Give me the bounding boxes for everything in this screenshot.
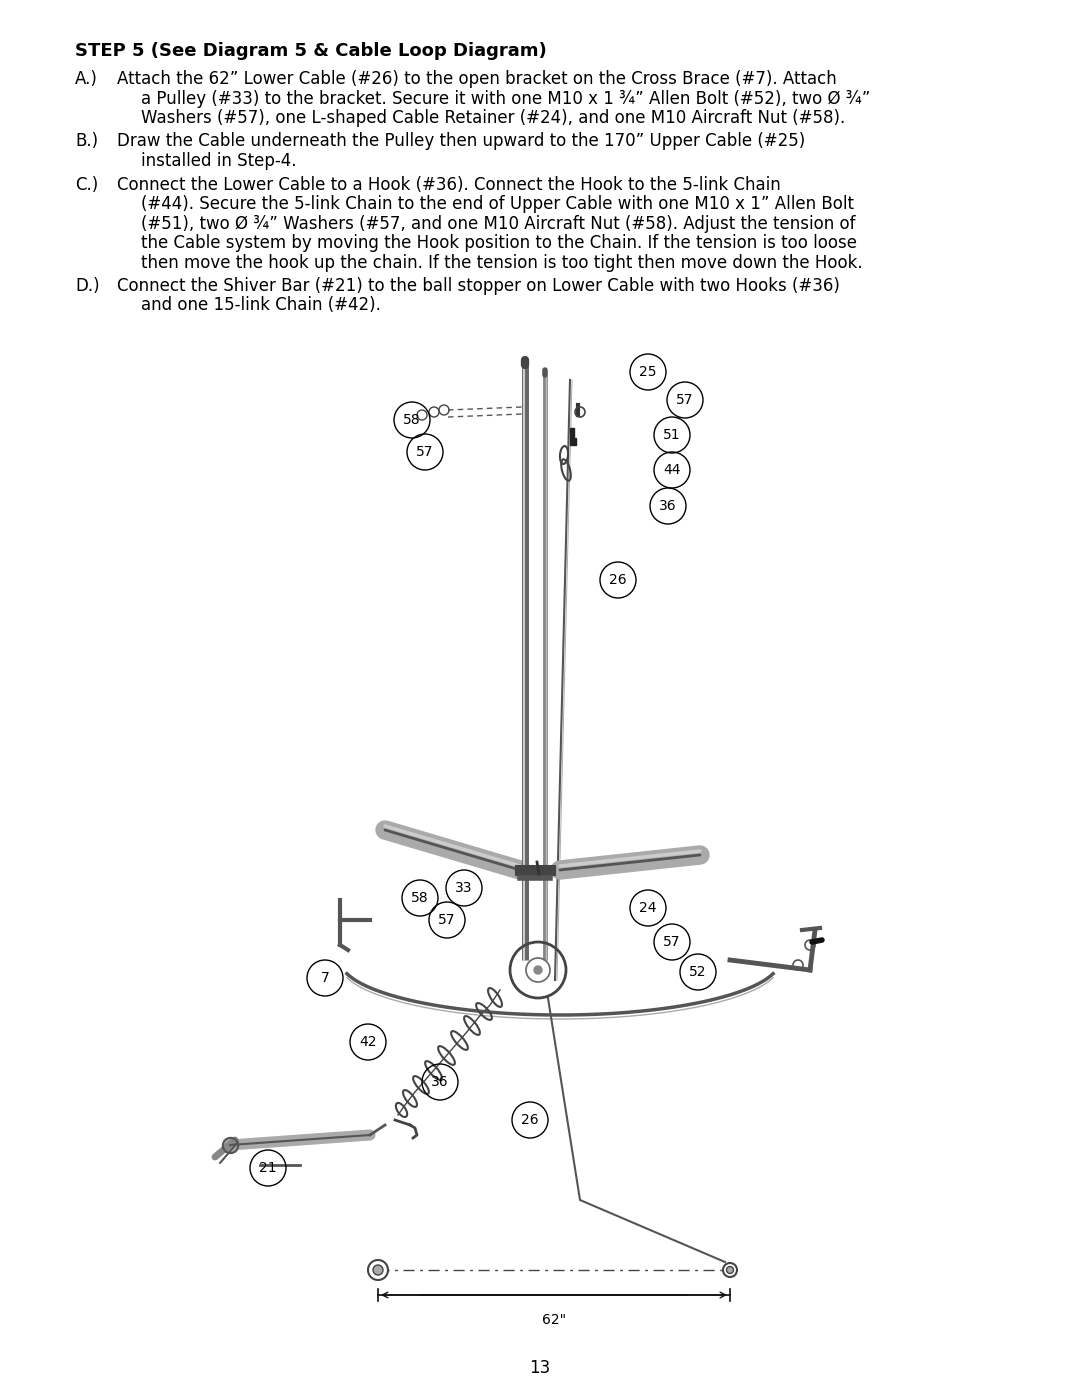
Text: 26: 26 — [609, 573, 626, 587]
Text: Attach the 62” Lower Cable (#26) to the open bracket on the Cross Brace (#7). At: Attach the 62” Lower Cable (#26) to the … — [117, 70, 837, 88]
Circle shape — [723, 1263, 737, 1277]
Text: 36: 36 — [431, 1076, 449, 1090]
Text: A.): A.) — [75, 70, 98, 88]
Circle shape — [534, 965, 542, 974]
Text: 57: 57 — [663, 935, 680, 949]
Text: B.): B.) — [75, 133, 98, 151]
Text: 44: 44 — [663, 462, 680, 476]
Text: the Cable system by moving the Hook position to the Chain. If the tension is too: the Cable system by moving the Hook posi… — [141, 235, 858, 251]
Text: STEP 5 (See Diagram 5 & Cable Loop Diagram): STEP 5 (See Diagram 5 & Cable Loop Diagr… — [75, 42, 546, 60]
Text: 58: 58 — [411, 891, 429, 905]
Text: 52: 52 — [689, 965, 706, 979]
Text: 33: 33 — [456, 882, 473, 895]
Circle shape — [373, 1266, 383, 1275]
Circle shape — [368, 1260, 388, 1280]
Text: Connect the Lower Cable to a Hook (#36). Connect the Hook to the 5-link Chain: Connect the Lower Cable to a Hook (#36).… — [117, 176, 781, 194]
Text: D.): D.) — [75, 277, 99, 295]
Text: 7: 7 — [321, 971, 329, 985]
Text: Draw the Cable underneath the Pulley then upward to the 170” Upper Cable (#25): Draw the Cable underneath the Pulley the… — [117, 133, 806, 151]
Text: installed in Step-4.: installed in Step-4. — [141, 152, 297, 170]
Text: 58: 58 — [403, 414, 421, 427]
Text: 51: 51 — [663, 427, 680, 441]
Text: 25: 25 — [639, 365, 657, 379]
Text: 21: 21 — [259, 1161, 276, 1175]
Circle shape — [727, 1267, 733, 1274]
Text: Washers (#57), one L-shaped Cable Retainer (#24), and one M10 Aircraft Nut (#58): Washers (#57), one L-shaped Cable Retain… — [141, 109, 846, 127]
Text: 57: 57 — [676, 393, 693, 407]
Text: 24: 24 — [639, 901, 657, 915]
Text: 57: 57 — [416, 446, 434, 460]
Text: 13: 13 — [529, 1359, 551, 1377]
Polygon shape — [570, 427, 576, 446]
Text: a Pulley (#33) to the bracket. Secure it with one M10 x 1 ¾” Allen Bolt (#52), t: a Pulley (#33) to the bracket. Secure it… — [141, 89, 870, 108]
Text: (#51), two Ø ¾” Washers (#57, and one M10 Aircraft Nut (#58). Adjust the tension: (#51), two Ø ¾” Washers (#57, and one M1… — [141, 215, 855, 232]
Text: (#44). Secure the 5-link Chain to the end of Upper Cable with one M10 x 1” Allen: (#44). Secure the 5-link Chain to the en… — [141, 196, 854, 212]
Text: 36: 36 — [659, 499, 677, 513]
Text: 62": 62" — [542, 1313, 566, 1327]
Text: 57: 57 — [438, 914, 456, 928]
Text: 26: 26 — [522, 1113, 539, 1127]
Text: and one 15-link Chain (#42).: and one 15-link Chain (#42). — [141, 296, 381, 314]
Text: then move the hook up the chain. If the tension is too tight then move down the : then move the hook up the chain. If the … — [141, 253, 863, 271]
Text: 42: 42 — [360, 1035, 377, 1049]
Text: Connect the Shiver Bar (#21) to the ball stopper on Lower Cable with two Hooks (: Connect the Shiver Bar (#21) to the ball… — [117, 277, 840, 295]
Text: C.): C.) — [75, 176, 98, 194]
